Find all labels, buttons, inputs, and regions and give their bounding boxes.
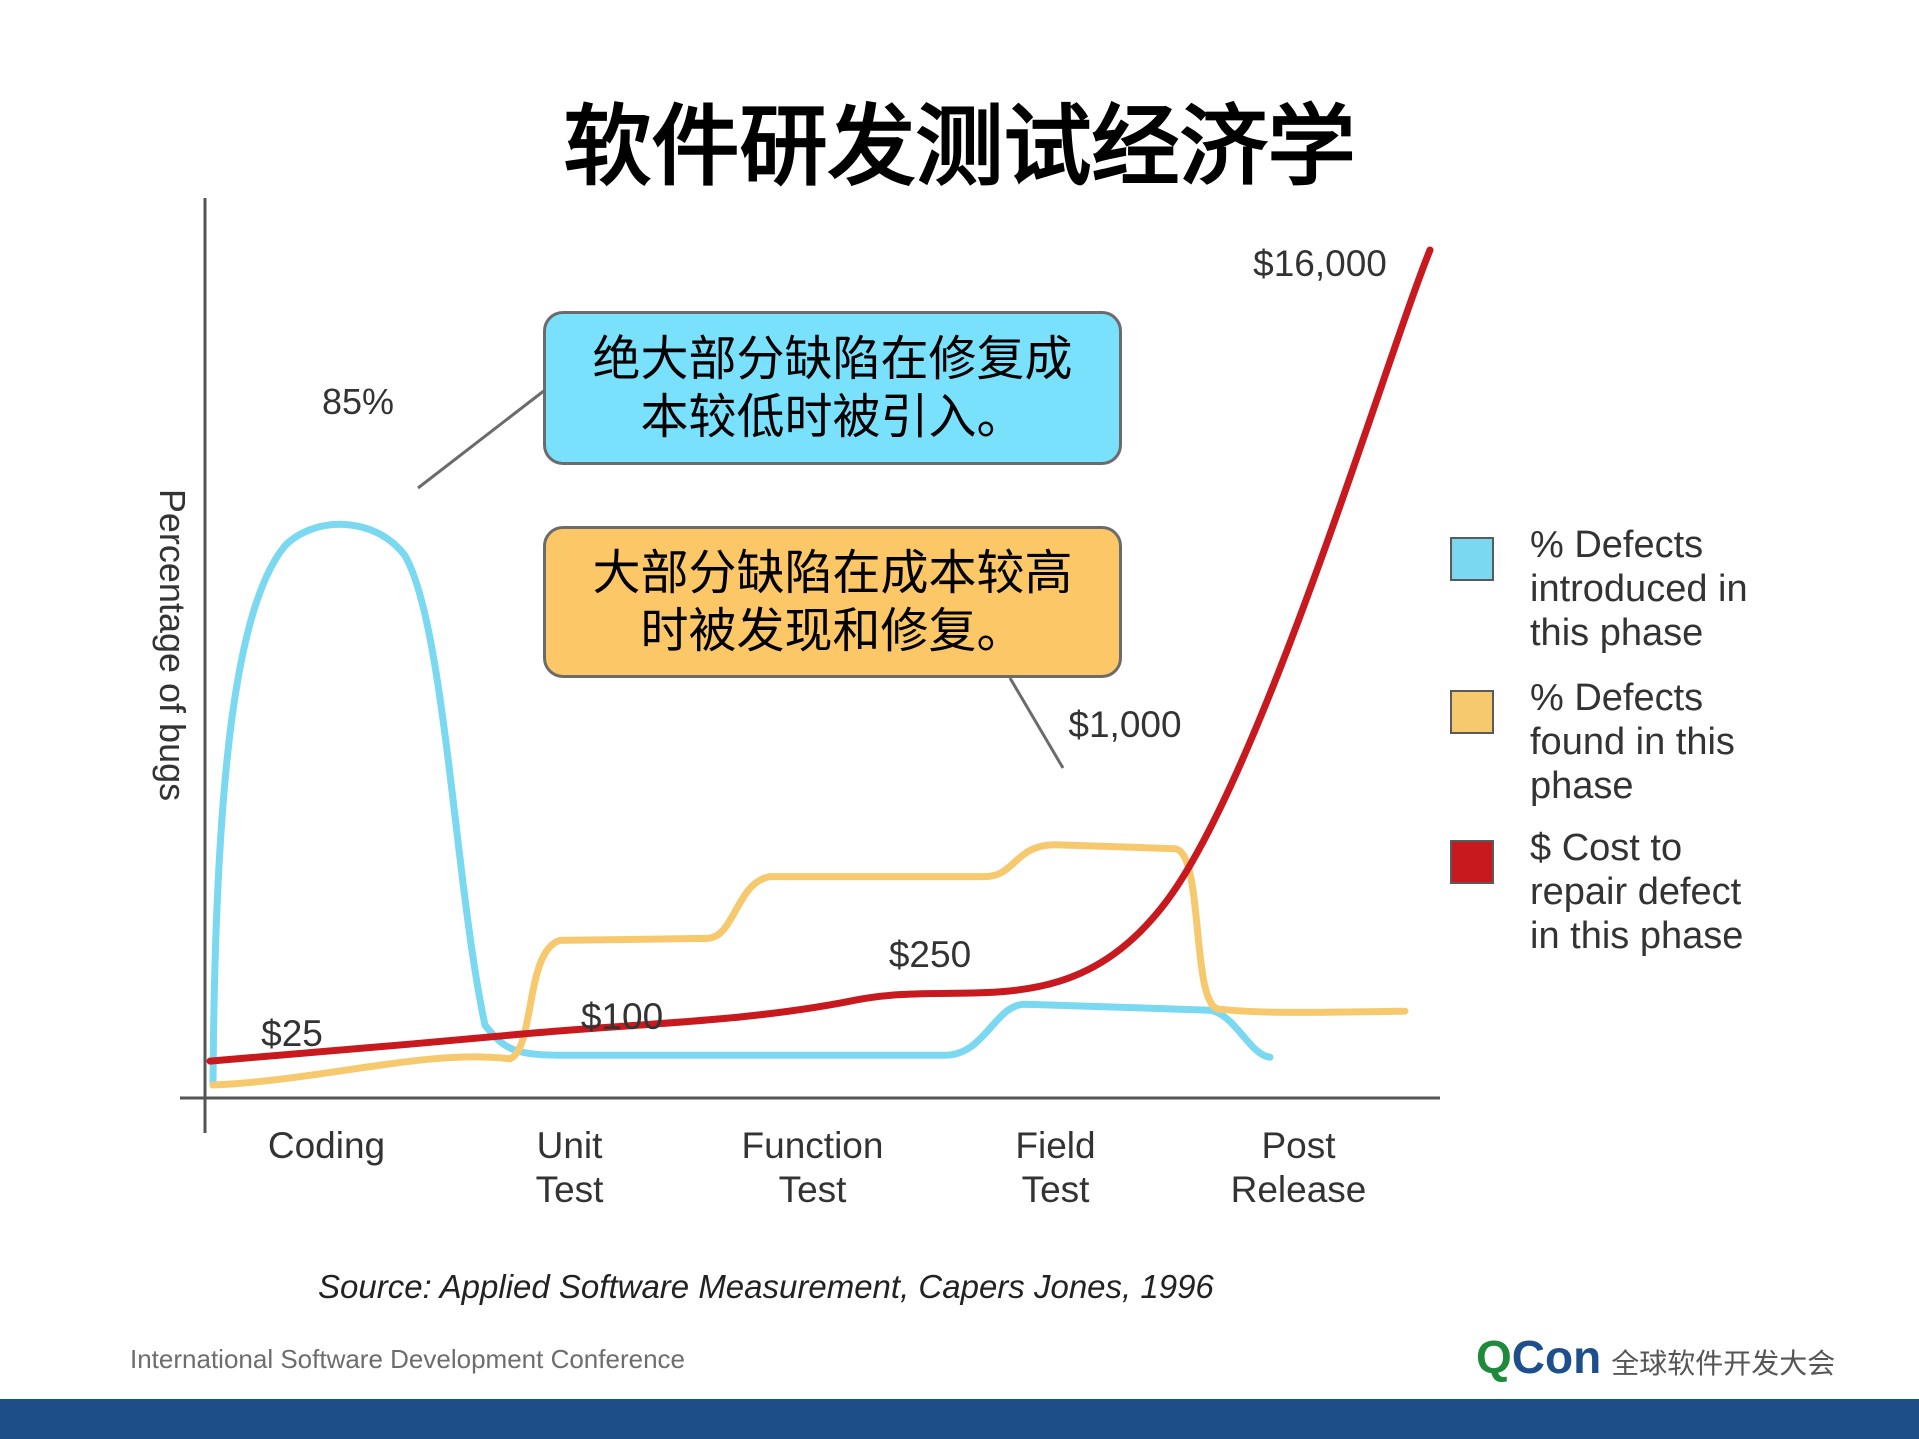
x-tick-label: Field — [1015, 1125, 1095, 1166]
footer-bar — [0, 1399, 1919, 1439]
callout-defects-found-text: 大部分缺陷在成本较高时被发现和修复。 — [592, 545, 1073, 659]
peak-data-label: 85% — [322, 381, 394, 422]
slide-title: 软件研发测试经济学 — [563, 95, 1356, 198]
logo-tagline: 全球软件开发大会 — [1611, 1347, 1836, 1380]
callout-pointer-found — [1008, 677, 1065, 769]
cost-data-label: $250 — [889, 934, 971, 975]
x-tick-label: Coding — [268, 1125, 385, 1166]
orange-square-icon — [1450, 690, 1494, 734]
source-note: Source: Applied Software Measurement, Ca… — [318, 1268, 1214, 1305]
callout-defects-found: 大部分缺陷在成本较高时被发现和修复。 — [543, 526, 1122, 678]
series-line-repair-cost — [206, 246, 1434, 1065]
x-tick-label: Test — [1022, 1169, 1091, 1210]
legend-label-found: % Defects found in this phase — [1530, 677, 1735, 807]
series-line-defects-found — [209, 841, 1409, 1089]
series-line-defects-introduced — [209, 520, 1274, 1089]
cost-data-label: $100 — [581, 996, 663, 1037]
logo-q: Q — [1476, 1331, 1512, 1383]
legend-label-cost: $ Cost to repair defect in this phase — [1530, 827, 1744, 957]
conference-name: International Software Development Confe… — [130, 1344, 685, 1374]
qcon-logo: Q Con 全球软件开发大会 — [1476, 1330, 1835, 1384]
logo-con: Con — [1511, 1331, 1602, 1383]
legend-label-introduced: % Defects introduced in this phase — [1530, 524, 1748, 654]
callout-defects-introduced: 绝大部分缺陷在修复成本较低时被引入。 — [543, 311, 1122, 465]
cost-data-label: $16,000 — [1253, 243, 1387, 284]
red-square-icon — [1450, 840, 1494, 884]
cost-data-label: $1,000 — [1068, 704, 1181, 745]
x-tick-label: Function — [742, 1125, 884, 1166]
x-tick-label: Unit — [537, 1125, 604, 1166]
x-tick-label: Test — [536, 1169, 605, 1210]
x-tick-label: Test — [779, 1169, 848, 1210]
cost-data-label: $25 — [261, 1013, 323, 1054]
y-axis-label: Percentage of bugs — [152, 489, 193, 801]
cyan-square-icon — [1450, 537, 1494, 581]
x-tick-label: Post — [1261, 1125, 1336, 1166]
callout-defects-introduced-text: 绝大部分缺陷在修复成本较低时被引入。 — [592, 331, 1073, 445]
x-tick-label: Release — [1231, 1169, 1367, 1210]
callout-pointer-introduced — [417, 388, 546, 490]
